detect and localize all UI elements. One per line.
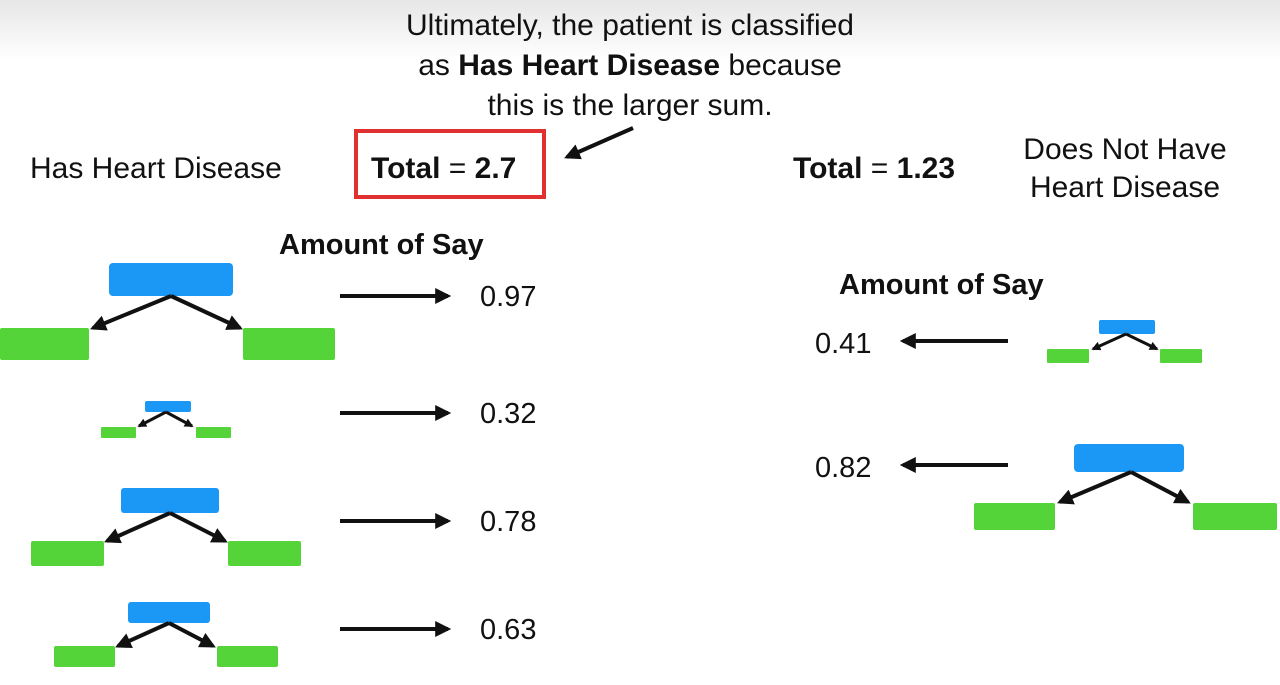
total-value: 1.23 [896,152,956,185]
amount-of-say-value: 0.32 [480,398,537,430]
branch-arrow-right [1130,470,1191,504]
top-gradient-band [0,0,1280,60]
stump-leaf-right [228,541,301,566]
stump-leaf-left [0,328,89,360]
no-disease-total: Total = 1.23 [793,150,955,188]
caption-because: because [720,49,842,82]
stump-root-node [1099,320,1155,334]
amount-of-say-value: 0.97 [480,281,537,313]
has-disease-total: Total = 2.7 [371,150,516,188]
stump-root-node [121,488,219,513]
amount-of-say-value: 0.63 [480,614,537,646]
caption-pointer-arrow [564,126,634,160]
amount-of-say-value: 0.82 [815,452,872,484]
stump-root-node [145,401,191,412]
stump-leaf-left [31,541,104,566]
stump-3 [31,488,301,566]
stump-5 [1047,320,1202,363]
branch-arrow-left [90,294,172,331]
equals-sign: = [862,152,897,185]
stump-root-node [109,263,233,296]
stump-leaf-left [101,427,136,438]
stump-leaf-right [196,427,231,438]
stump-6 [974,444,1277,530]
stump-root-node [1074,444,1184,472]
total-value: 2.7 [474,152,517,185]
branch-arrow-right [1125,332,1159,351]
branch-arrow-right [169,511,228,543]
branch-arrow-left [137,410,167,428]
branch-arrow-right [165,410,194,428]
branch-arrow-left [1057,470,1132,505]
equals-sign: = [440,152,475,185]
stump-leaf-right [217,646,278,667]
stump-leaf-right [243,328,335,360]
caption-line-1: Ultimately, the patient is classified [406,9,854,42]
stump-leaf-left [1047,349,1089,363]
branch-arrow-left [1091,332,1127,351]
total-word: Total [371,152,441,185]
branch-arrow-right [170,294,243,330]
label-line-1: Does Not Have [1023,133,1227,166]
total-word: Total [793,152,863,185]
has-disease-amount-of-say-heading: Amount of Say [279,229,484,261]
no-disease-amount-of-say-heading: Amount of Say [839,269,1044,301]
classification-caption: Ultimately, the patient is classified as… [330,6,930,126]
stump-root-node [128,602,210,623]
stump-2 [101,401,231,438]
amount-of-say-value: 0.78 [480,506,537,538]
branch-arrow-left [104,511,171,544]
caption-as-prefix: as [418,49,459,82]
stump-leaf-left [54,646,115,667]
winning-total-highlight-box [354,129,546,199]
stump-4 [54,602,278,667]
stump-leaf-left [974,503,1055,530]
stump-leaf-right [1193,503,1277,530]
stump-1 [0,263,335,360]
caption-line-3: this is the larger sum. [487,89,773,122]
does-not-have-heart-disease-label: Does Not Have Heart Disease [1010,131,1240,207]
has-heart-disease-label: Has Heart Disease [30,152,282,185]
caption-class-name: Has Heart Disease [458,49,721,82]
stump-leaf-right [1160,349,1202,363]
caption-line-2: as Has Heart Disease because [330,46,930,86]
branch-arrow-left [115,621,170,649]
branch-arrow-right [168,621,216,648]
amount-of-say-value: 0.41 [815,328,872,360]
label-line-2: Heart Disease [1029,171,1221,204]
